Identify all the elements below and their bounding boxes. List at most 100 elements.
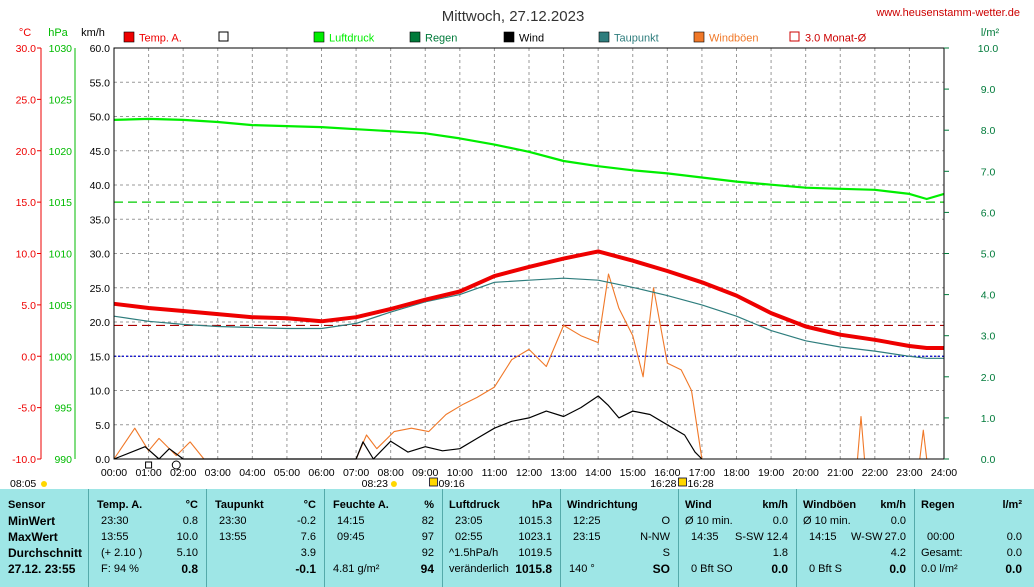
series-line-temp-a- — [113, 249, 944, 350]
press-forecast: veränderlich — [449, 563, 509, 575]
temp-humidity-note: F: 94 % — [101, 563, 139, 575]
winddir-min-time: 12:25 — [573, 515, 601, 527]
temp-tick-label: -5.0 — [18, 403, 36, 415]
x-tick-label: 02:00 — [170, 467, 196, 479]
hum-max-value: 97 — [421, 531, 434, 543]
hum-header: Feuchte A. — [333, 499, 389, 511]
grid-lines — [114, 48, 944, 459]
reference-lines — [114, 201, 944, 357]
rain-tick-label: 6.0 — [981, 207, 996, 219]
hum-current-value: 94 — [420, 562, 434, 576]
legend-label: 3.0 Monat-Ø — [805, 33, 867, 45]
press-min-value: 1015.3 — [518, 515, 552, 527]
temp-unit: °C — [19, 27, 31, 39]
rain-tick-label: 8.0 — [981, 125, 996, 137]
wind-beaufort: 0 Bft SO — [691, 563, 733, 575]
rain-total-label: Gesamt: — [921, 547, 963, 559]
dew-avg-value: 3.9 — [300, 547, 316, 559]
legend-swatch — [218, 31, 229, 42]
pressure-tick-label: 1030 — [49, 43, 73, 55]
wind-header: Wind — [685, 499, 712, 511]
dew-min-value: -0.2 — [297, 515, 316, 527]
legend-label: Regen — [425, 33, 457, 45]
x-tick-label: 05:00 — [274, 467, 300, 479]
temp-header: Temp. A. — [97, 499, 143, 511]
rain-unit: l/m² — [981, 27, 1000, 39]
x-tick-label: 09:00 — [412, 467, 438, 479]
pressure-tick-label: 1020 — [49, 146, 73, 158]
temp-tick-label: 20.0 — [16, 146, 37, 158]
legend-label: Wind — [519, 33, 544, 45]
hum-unit-label: % — [424, 499, 434, 511]
gust-unit-label: km/h — [880, 499, 906, 511]
wind-tick-label: 0.0 — [95, 454, 110, 466]
sunrise-icon — [41, 481, 47, 487]
series-line-windb-en — [113, 273, 928, 460]
x-tick-label: 16:00 — [654, 467, 680, 479]
temp-min-time: 23:30 — [101, 515, 129, 527]
rain-current-amount: 0.0 l/m² — [921, 563, 958, 575]
winddir-avg-value: S — [662, 547, 670, 559]
wind-tick-label: 40.0 — [90, 180, 111, 192]
gust-max-dir: W-SW — [851, 531, 883, 543]
dew-max-time: 13:55 — [219, 531, 247, 543]
temp-tick-label: 15.0 — [16, 197, 37, 209]
gust-current-value: 0.0 — [889, 562, 906, 576]
pressure-tick-label: 1015 — [49, 197, 73, 209]
temp-tick-label: 30.0 — [16, 43, 37, 55]
legend-label: Temp. A. — [139, 33, 182, 45]
rain-max-value: 0.0 — [1006, 531, 1022, 543]
rain-tick-label: 9.0 — [981, 84, 996, 96]
x-tick-label: 23:00 — [896, 467, 922, 479]
chart-title: Mittwoch, 27.12.2023 — [442, 8, 585, 25]
col-temp: Temp. A. °C 23:30 0.8 13:55 10.0 (+ 2.10… — [88, 489, 206, 587]
source-link[interactable]: www.heusenstamm-wetter.de — [875, 7, 1020, 19]
wind-max-time: 14:35 — [691, 531, 719, 543]
x-tick-label: 00:00 — [101, 467, 127, 479]
sensor-header: Sensor — [8, 499, 46, 511]
legend-swatch — [789, 31, 800, 42]
wind-tick-label: 10.0 — [90, 386, 111, 398]
x-tick-label: 11:00 — [482, 467, 508, 479]
wind-tick-label: 35.0 — [90, 214, 111, 226]
x-tick-label: 10:00 — [447, 467, 473, 479]
wind-tick-label: 20.0 — [90, 317, 111, 329]
legend-swatch — [503, 31, 515, 43]
legend-swatch — [313, 31, 325, 43]
temp-avg-delta: (+ 2.10 ) — [101, 547, 143, 559]
hum-avg-value: 92 — [421, 547, 434, 559]
hum-absolute: 4.81 g/m² — [333, 563, 380, 575]
temp-unit-label: °C — [185, 499, 198, 511]
press-avg-value: 1019.5 — [518, 547, 552, 559]
temp-max-value: 10.0 — [176, 531, 198, 543]
x-tick-label: 17:00 — [689, 467, 715, 479]
x-tick-label: 03:00 — [205, 467, 231, 479]
dew-header: Taupunkt — [215, 499, 264, 511]
row-min-label: MinWert — [8, 514, 56, 528]
x-tick-label: 13:00 — [550, 467, 576, 479]
moon-marker — [171, 460, 181, 470]
legend: Temp. A. Luftdruck Regen Wind Taupunkt Windbö… — [123, 31, 867, 45]
pressure-tick-label: 1010 — [49, 249, 73, 261]
sun-markers: 08:05 08:23 09:16 16:28 16:28 — [10, 460, 714, 489]
gust-min-value: 0.0 — [890, 515, 906, 527]
wind-tick-label: 25.0 — [90, 283, 111, 295]
row-max-label: MaxWert — [8, 530, 58, 544]
axes-group: 00:00 01:00 02:00 03:00 04:00 05:00 06:00 07:00… — [12, 43, 998, 479]
winddir-degrees: 140 ° — [569, 563, 595, 575]
press-trend: ^1.5hPa/h — [449, 547, 499, 559]
col-wind: Wind km/h Ø 10 min. 0.0 14:35 S-SW 12.4 … — [678, 489, 796, 587]
winddir-current-value: SO — [652, 562, 670, 576]
series-line-wind — [113, 395, 703, 460]
wind-tick-label: 55.0 — [90, 77, 111, 89]
col-humidity: Feuchte A. % 14:15 82 09:45 97 92 4.81 g… — [324, 489, 442, 587]
legend-label: Windböen — [709, 33, 759, 45]
x-tick-label: 14:00 — [585, 467, 611, 479]
x-tick-label: 06:00 — [308, 467, 334, 479]
x-tick-label: 08:00 — [378, 467, 404, 479]
rain-tick-label: 7.0 — [981, 166, 996, 178]
sunrise-label: 08:05 — [10, 478, 36, 489]
wind-tick-label: 5.0 — [95, 420, 110, 432]
x-tick-label: 19:00 — [758, 467, 784, 479]
x-tick-label: 01:00 — [135, 467, 161, 479]
